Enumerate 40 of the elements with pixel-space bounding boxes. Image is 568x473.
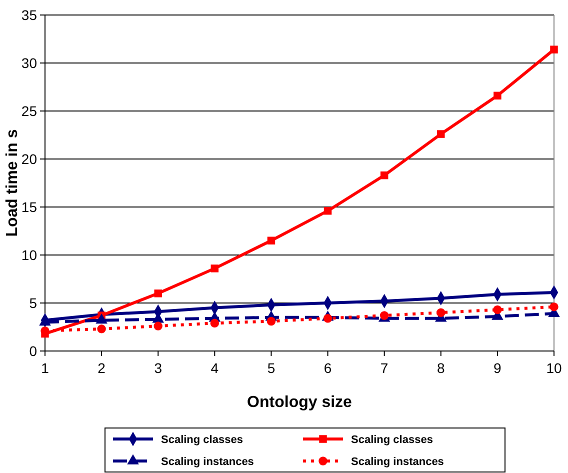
x-tick-label: 2 — [98, 360, 106, 376]
point — [210, 264, 219, 272]
y-axis-title: Load time in s — [4, 129, 21, 237]
x-tick-label: 10 — [546, 360, 562, 376]
point — [97, 324, 106, 334]
legend-label: Scaling classes — [351, 434, 433, 446]
point — [380, 171, 388, 180]
point — [154, 290, 162, 298]
point — [437, 130, 445, 138]
legend-label: Scaling classes — [161, 434, 243, 446]
point — [323, 314, 332, 323]
point — [324, 206, 332, 215]
x-tick-label: 6 — [324, 360, 332, 376]
x-tick-label: 1 — [41, 360, 50, 376]
y-tick-label: 0 — [29, 342, 38, 359]
point — [494, 92, 502, 100]
point — [436, 308, 446, 317]
point — [267, 236, 276, 244]
x-tick-label: 5 — [267, 360, 276, 376]
point — [550, 302, 558, 312]
x-axis-title: Ontology size — [247, 394, 352, 411]
point — [210, 318, 220, 328]
x-tick-label: 8 — [436, 360, 445, 376]
x-tick-label: 9 — [494, 360, 502, 376]
y-tick-label: 30 — [21, 54, 38, 71]
point — [550, 46, 558, 54]
x-tick-label: 7 — [380, 360, 388, 376]
y-tick-label: 20 — [21, 150, 38, 167]
point — [266, 316, 276, 326]
y-tick-label: 25 — [21, 102, 38, 119]
y-tick-label: 5 — [29, 294, 38, 311]
x-tick-label: 3 — [154, 360, 162, 376]
y-tick-label: 10 — [21, 246, 38, 263]
point — [154, 322, 162, 330]
y-tick-label: 15 — [21, 198, 38, 215]
legend-label: Scaling instances — [351, 456, 444, 468]
point — [493, 305, 502, 314]
x-tick-label: 4 — [210, 360, 219, 376]
y-tick-label: 35 — [21, 6, 38, 23]
legend-label: Scaling instances — [161, 456, 254, 468]
